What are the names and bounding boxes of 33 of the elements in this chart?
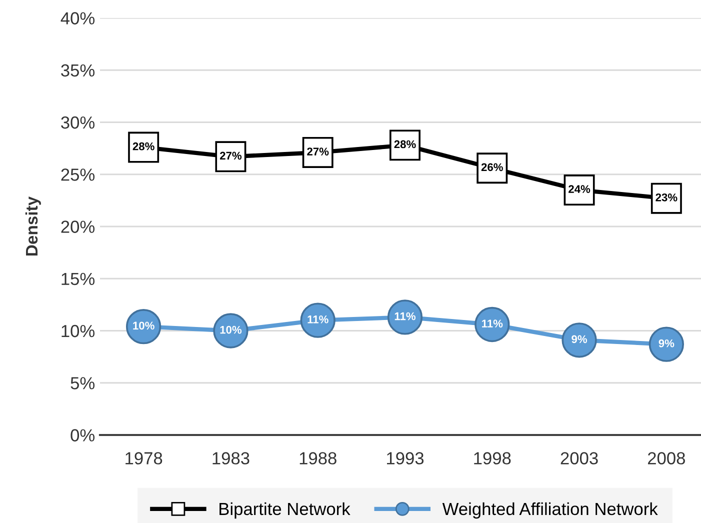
y-tick-label: 25% (61, 168, 95, 181)
data-label: 23% (656, 193, 678, 202)
x-tick-label: 2008 (648, 452, 685, 464)
y-tick-label: 40% (60, 12, 95, 24)
y-tick-label: 0% (70, 429, 95, 442)
y-axis-title: Density (25, 196, 41, 256)
data-label: 28% (394, 140, 416, 148)
x-tick-label: 2003 (560, 452, 598, 464)
x-tick-label: 1983 (212, 452, 250, 464)
x-tick-label: 1978 (126, 452, 162, 464)
data-label: 27% (220, 152, 242, 160)
y-tick-label: 30% (61, 116, 95, 129)
data-label: 9% (658, 339, 674, 348)
y-tick-label: 5% (70, 377, 95, 390)
y-tick-label: 20% (61, 220, 95, 233)
data-label: 9% (572, 335, 588, 344)
data-label: 10% (220, 326, 242, 334)
x-tick-label: 1988 (300, 452, 336, 464)
y-tick-label: 10% (62, 324, 95, 338)
legend-label: Bipartite Network (220, 502, 350, 519)
y-tick-label: 35% (61, 64, 95, 77)
data-label: 24% (568, 185, 590, 193)
x-tick-label: 1998 (474, 452, 511, 464)
legend-label: Weighted Affiliation Network (442, 502, 658, 519)
x-tick-label: 1993 (387, 452, 424, 464)
y-tick-label: 15% (62, 272, 95, 286)
data-label: 26% (481, 163, 503, 172)
data-label: 27% (307, 148, 329, 156)
data-label: 28% (132, 142, 154, 150)
data-label: 10% (133, 322, 154, 330)
data-label: 11% (394, 312, 416, 320)
data-label: 11% (482, 320, 503, 328)
data-label: 11% (308, 315, 328, 324)
